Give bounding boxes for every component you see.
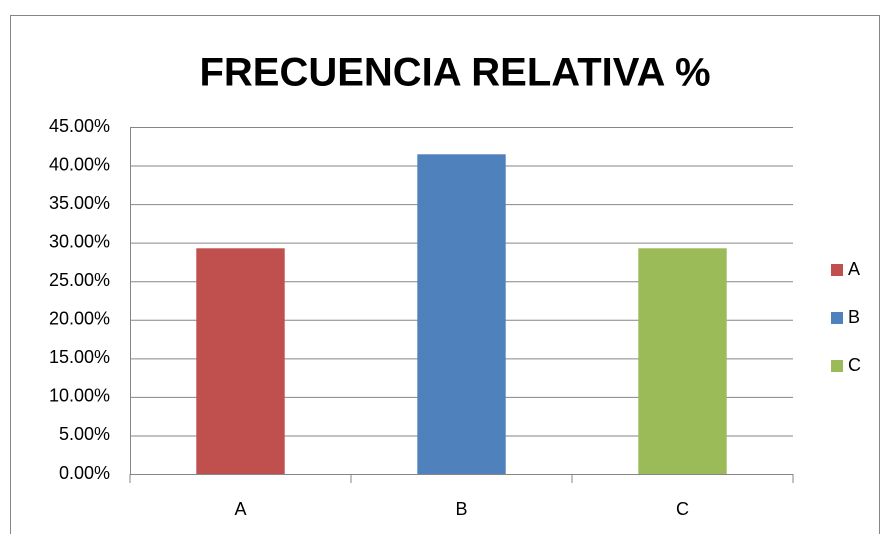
x-tick-label: C bbox=[676, 499, 689, 519]
bar bbox=[417, 154, 506, 474]
legend-swatch bbox=[831, 264, 843, 276]
y-tick-label: 35.00% bbox=[49, 193, 110, 213]
y-tick-label: 15.00% bbox=[49, 347, 110, 367]
y-tick-label: 30.00% bbox=[49, 231, 110, 251]
chart-title: FRECUENCIA RELATIVA % bbox=[199, 51, 710, 95]
y-tick-label: 0.00% bbox=[59, 463, 110, 483]
y-tick-label: 40.00% bbox=[49, 154, 110, 174]
y-tick-label: 45.00% bbox=[49, 116, 110, 136]
legend-label: A bbox=[848, 259, 860, 279]
y-tick-label: 25.00% bbox=[49, 270, 110, 290]
legend-label: B bbox=[848, 307, 860, 327]
x-tick-label: A bbox=[234, 499, 246, 519]
bar bbox=[638, 248, 727, 474]
y-tick-label: 20.00% bbox=[49, 309, 110, 329]
legend-label: C bbox=[848, 355, 861, 375]
x-tick-label: B bbox=[455, 499, 467, 519]
y-tick-label: 10.00% bbox=[49, 386, 110, 406]
legend-swatch bbox=[831, 360, 843, 372]
bar bbox=[196, 248, 285, 474]
legend-swatch bbox=[831, 312, 843, 324]
y-tick-label: 5.00% bbox=[59, 424, 110, 444]
